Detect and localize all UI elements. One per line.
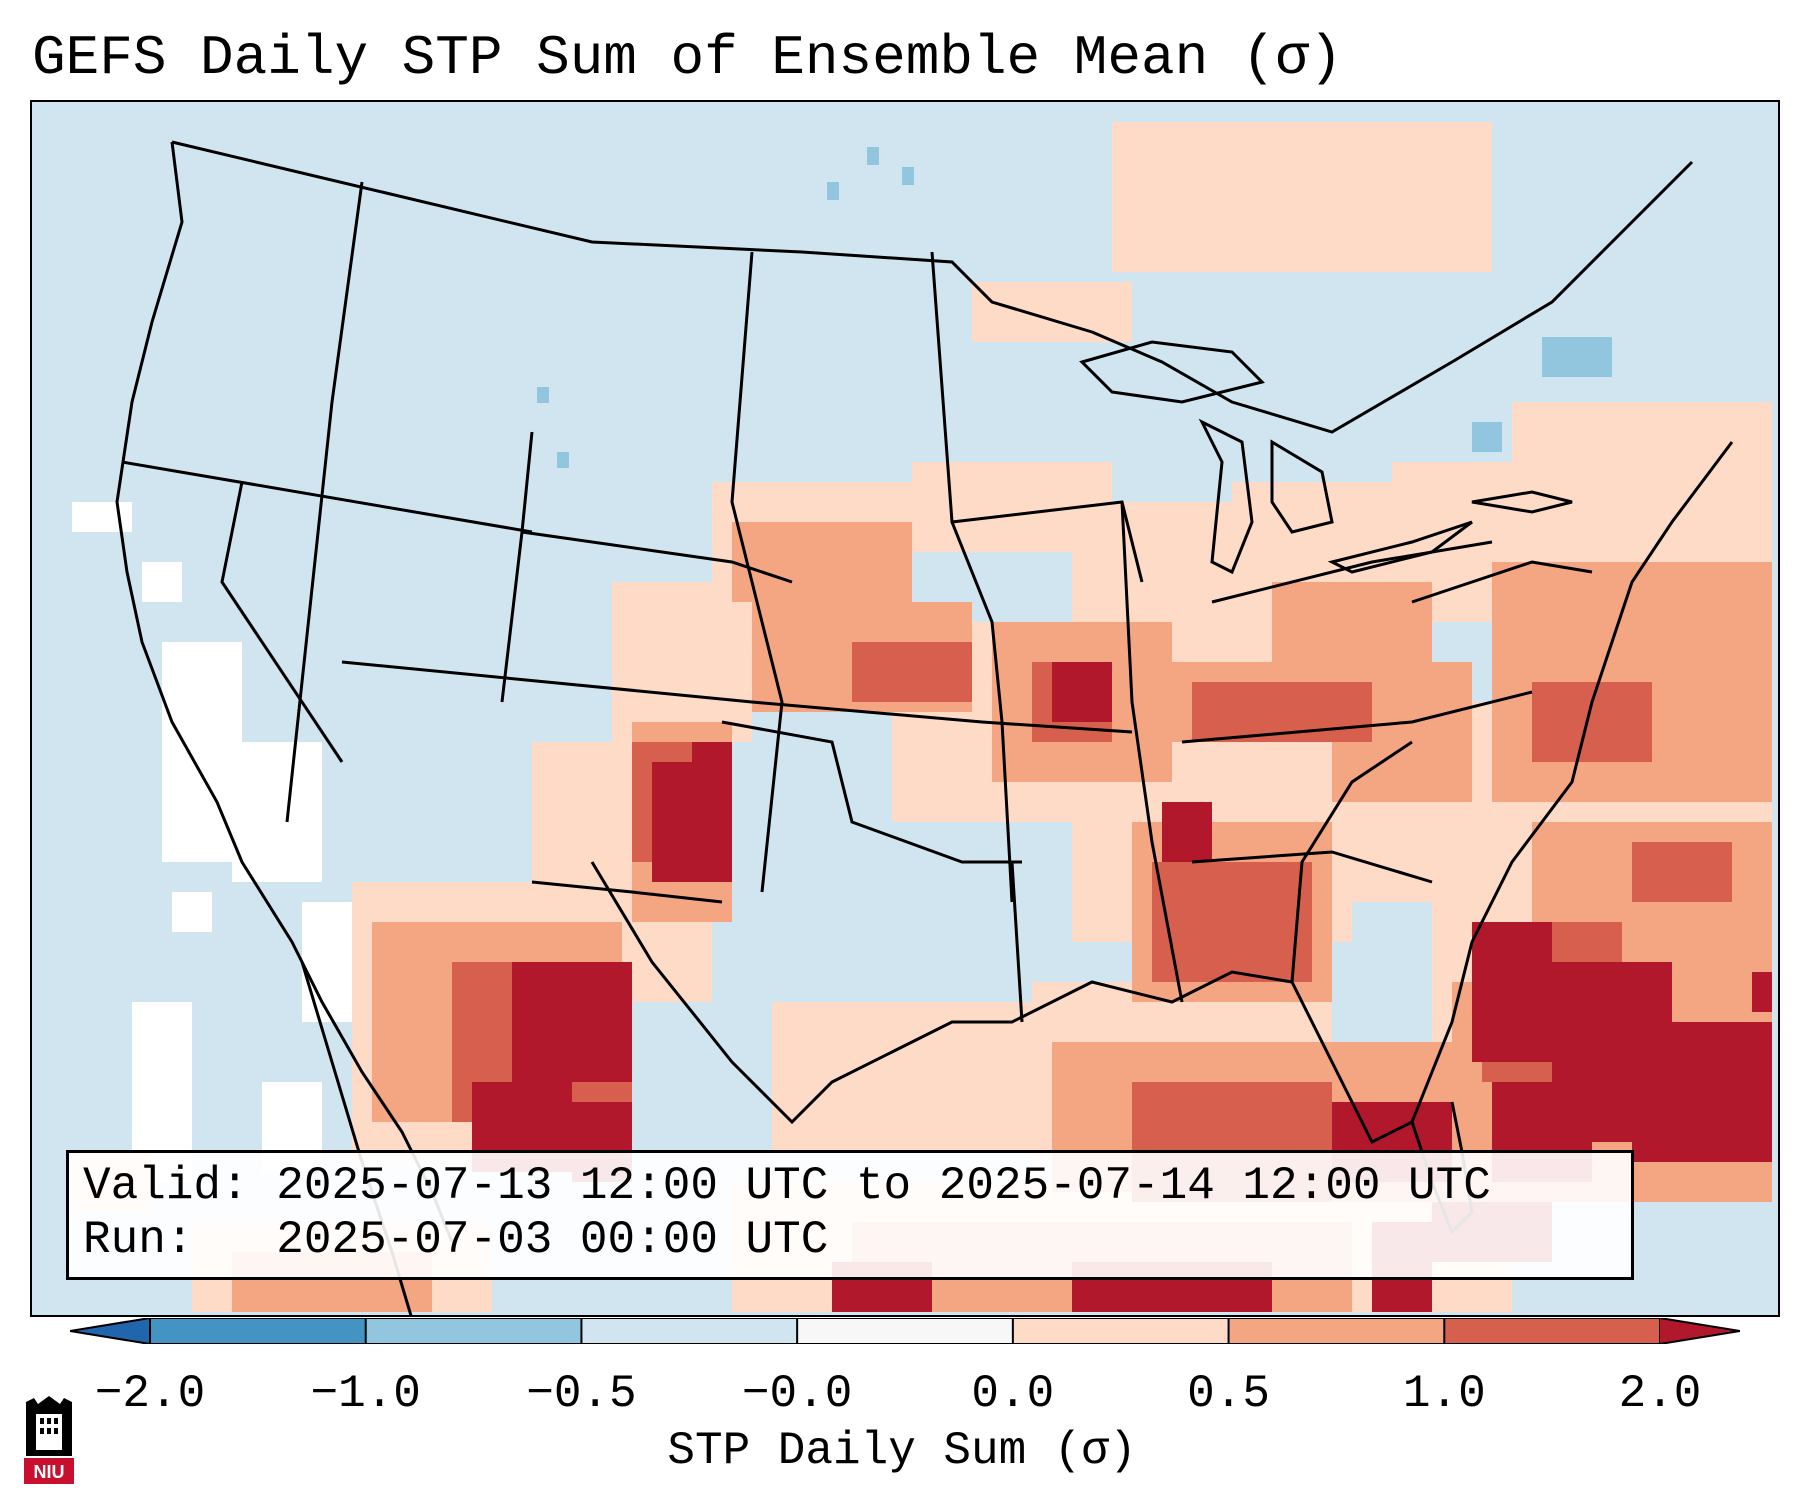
state-line-central-north <box>730 251 784 893</box>
state-line-pa-ny <box>1411 560 1593 604</box>
logo-text: NIU <box>34 1462 65 1482</box>
state-line-ga <box>1290 740 1413 983</box>
lake-ontario <box>1471 490 1573 514</box>
colorbar-tick-label: −1.0 <box>310 1368 421 1420</box>
state-line-tx-ok <box>721 720 1022 864</box>
colorbar-label: STP Daily Sum (σ) <box>667 1425 1137 1477</box>
lake-erie <box>1327 520 1473 574</box>
colorbar-segment <box>1228 1318 1445 1344</box>
valid-label: Valid: <box>83 1160 249 1212</box>
colorbar-segments <box>149 1318 1661 1344</box>
state-line-or-nv <box>121 460 533 534</box>
lake-huron <box>1270 439 1334 534</box>
colorbar-segment <box>365 1318 582 1344</box>
run-value: 2025-07-03 00:00 UTC <box>276 1214 829 1266</box>
colorbar-tick-label: 1.0 <box>1402 1368 1486 1420</box>
state-line-wy-co <box>521 530 793 584</box>
run-row: Run: 2025-07-03 00:00 UTC <box>83 1213 1617 1267</box>
valid-run-info-box: Valid: 2025-07-13 12:00 UTC to 2025-07-1… <box>66 1150 1634 1280</box>
state-line-id-west <box>285 181 364 823</box>
map-panel <box>30 100 1780 1317</box>
state-line-oh-pa <box>1211 540 1493 604</box>
state-line-al-ga-sc <box>1191 850 1433 884</box>
colorbar-tick-label: −0.5 <box>526 1368 637 1420</box>
lake-michigan <box>1198 418 1254 575</box>
state-line-il-ms <box>1120 501 1184 1003</box>
state-line-mn-ia-mo <box>930 251 1014 903</box>
chart-title: GEFS Daily STP Sum of Ensemble Mean (σ) <box>32 26 1343 90</box>
pacific-white-patches <box>72 502 362 1182</box>
colorbar-segment <box>150 1318 367 1344</box>
state-line-nm-tx <box>531 880 723 904</box>
canada-border <box>171 140 1093 334</box>
valid-value: 2025-07-13 12:00 UTC to 2025-07-14 12:00… <box>276 1160 1491 1212</box>
pacific-coastline <box>115 141 454 1243</box>
colorbar-extend-high <box>1660 1318 1740 1344</box>
state-line-tx-la <box>1010 861 1024 1023</box>
gulf-coastline <box>590 861 1413 1145</box>
colorbar-segment <box>1444 1318 1661 1344</box>
atlantic-coastline <box>1410 441 1734 1123</box>
canada-border-east <box>1091 160 1694 434</box>
colorbar-extend-low <box>70 1318 150 1344</box>
colorbar-tick-label: 0.0 <box>971 1368 1055 1420</box>
map-canvas <box>72 122 1772 1315</box>
colorbar-segment <box>797 1318 1014 1344</box>
state-line-36-30 <box>341 660 1133 734</box>
run-label: Run: <box>83 1214 249 1266</box>
state-line-nv-ca <box>220 481 344 763</box>
valid-row: Valid: 2025-07-13 12:00 UTC to 2025-07-1… <box>83 1159 1617 1213</box>
colorbar-tick-label: −0.0 <box>741 1368 853 1420</box>
state-line-tn-ky <box>1181 690 1533 744</box>
lake-superior <box>1079 340 1265 404</box>
colorbar <box>70 1318 1740 1344</box>
colorbar-tick-label: 2.0 <box>1618 1368 1702 1420</box>
colorbar-segment <box>1012 1318 1230 1344</box>
state-line-ut-west <box>500 431 534 703</box>
colorbar-segment <box>581 1318 798 1344</box>
colorbar-tick-label: 0.5 <box>1187 1368 1270 1420</box>
niu-logo: NIU <box>24 1396 74 1484</box>
colorbar-tick-label: −2.0 <box>94 1368 206 1420</box>
